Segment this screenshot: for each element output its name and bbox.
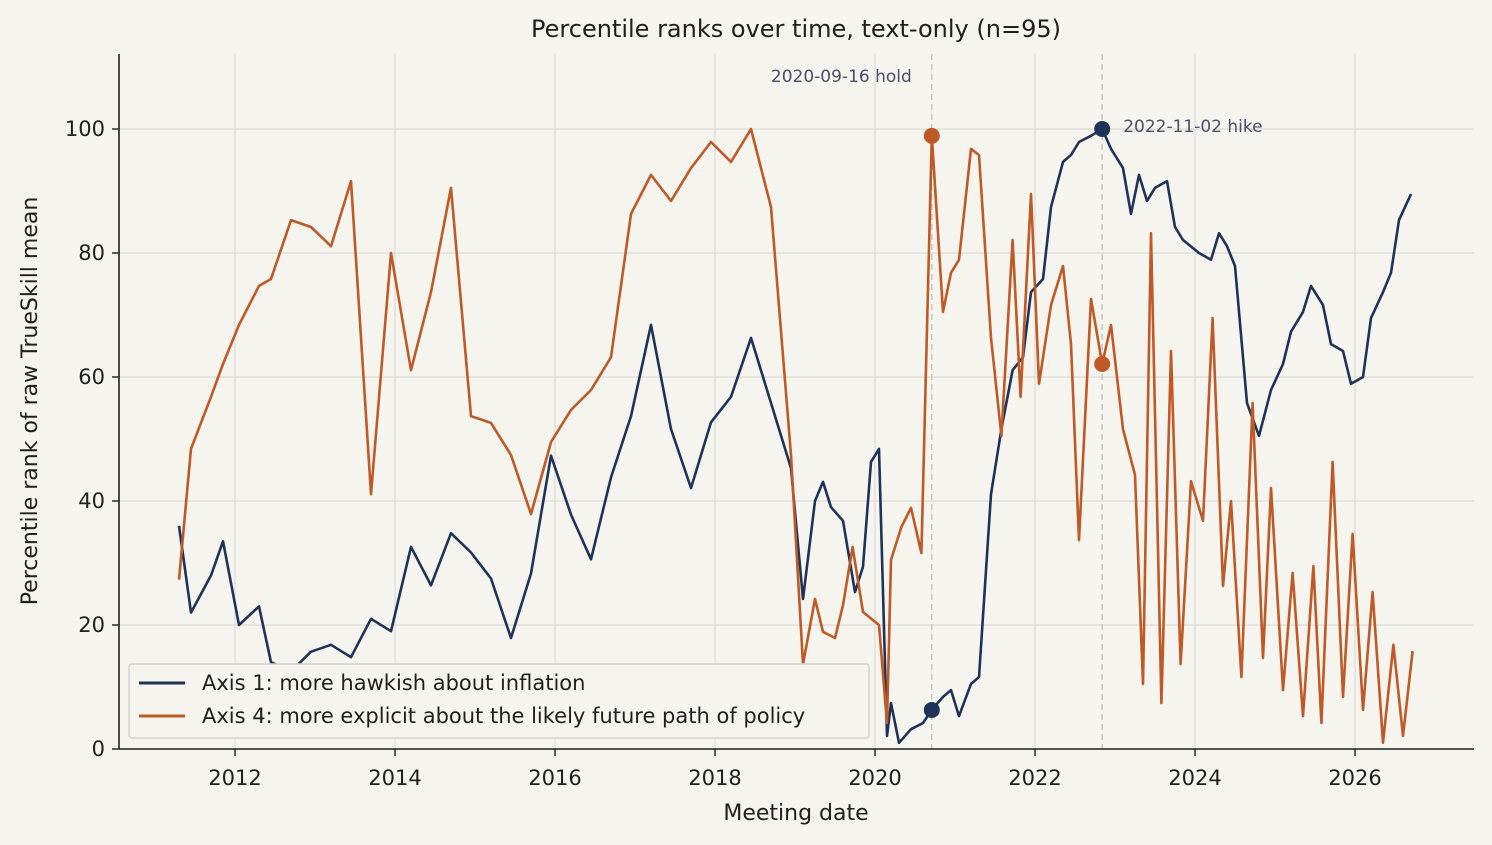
x-tick-label: 2024 — [1168, 766, 1221, 790]
event-marker — [923, 127, 940, 144]
x-tick-label: 2022 — [1008, 766, 1061, 790]
y-tick-label: 60 — [78, 365, 105, 389]
y-tick-label: 20 — [78, 613, 105, 637]
x-ticks: 2012 2014 2016 2018 2020 2022 2024 2026 — [208, 749, 1382, 790]
x-axis-title: Meeting date — [723, 801, 868, 826]
y-tick-label: 80 — [78, 241, 105, 265]
chart-title: Percentile ranks over time, text-only (n… — [531, 15, 1061, 43]
x-tick-label: 2016 — [528, 766, 581, 790]
x-tick-label: 2020 — [848, 766, 901, 790]
event-marker — [1094, 121, 1111, 137]
legend-label-axis-4: Axis 4: more explicit about the likely f… — [202, 704, 805, 728]
x-tick-label: 2014 — [368, 766, 421, 790]
legend-box — [128, 663, 870, 739]
x-tick-label: 2012 — [208, 766, 261, 790]
y-tick-label: 100 — [65, 117, 105, 141]
legend: Axis 1: more hawkish about inflation Axi… — [128, 663, 870, 739]
axes — [118, 54, 1474, 750]
series-line-axis-4 — [177, 127, 1414, 745]
series-line-axis-1 — [177, 127, 1413, 745]
legend-label-axis-1: Axis 1: more hawkish about inflation — [202, 671, 585, 695]
event-marker — [1094, 355, 1111, 372]
annotations: 2020-09-16 hold 2022-11-02 hike — [771, 67, 1263, 137]
event-markers — [923, 121, 1111, 718]
annotation-hold: 2020-09-16 hold — [771, 67, 912, 87]
annotation-hike: 2022-11-02 hike — [1123, 117, 1262, 137]
y-tick-label: 40 — [78, 489, 105, 513]
series-lines — [177, 127, 1414, 745]
y-tick-label: 0 — [92, 737, 105, 761]
x-tick-label: 2026 — [1328, 766, 1381, 790]
y-axis-title: Percentile rank of raw TrueSkill mean — [18, 197, 43, 606]
y-ticks: 0 20 40 60 80 100 — [65, 117, 119, 761]
x-tick-label: 2018 — [688, 766, 741, 790]
event-marker — [923, 701, 940, 718]
